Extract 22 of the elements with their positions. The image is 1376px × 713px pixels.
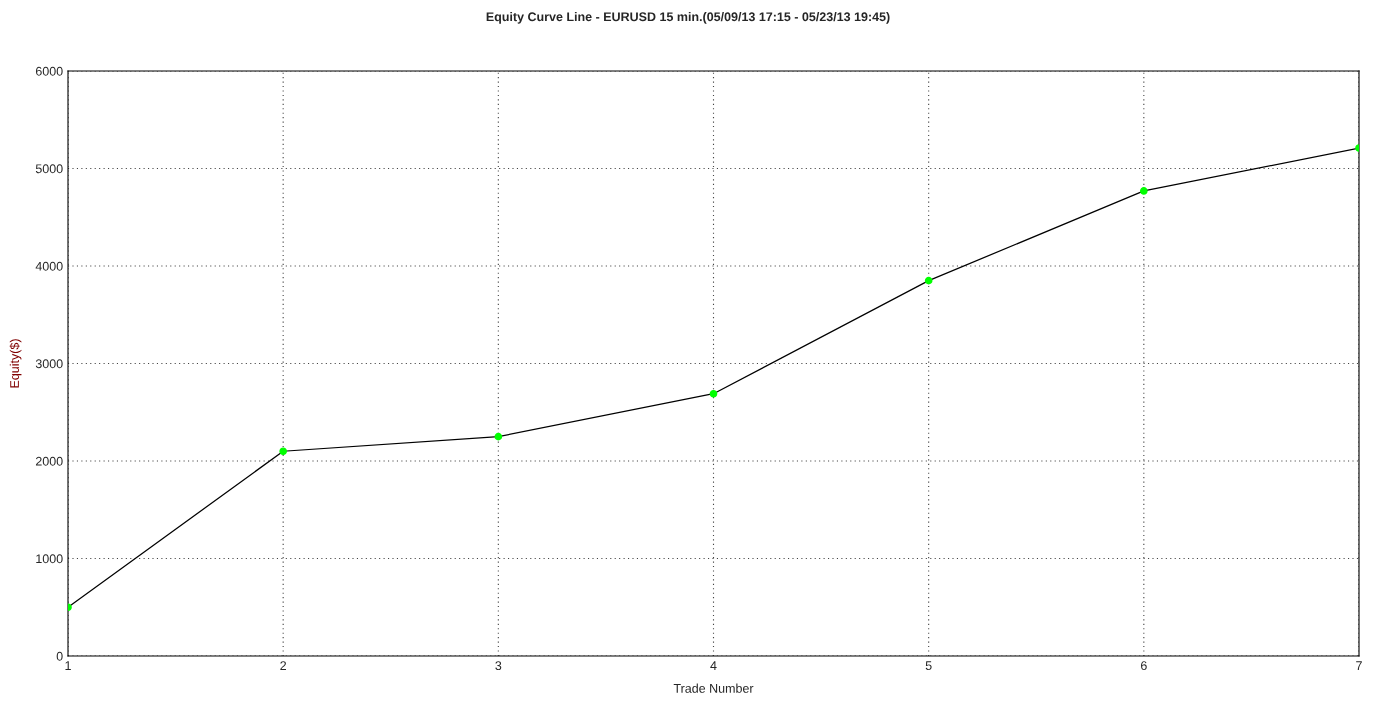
y-tick-label: 5000 (35, 164, 63, 174)
y-tick-label: 3000 (35, 359, 63, 369)
point (279, 447, 287, 456)
x-tick-label: 3 (495, 661, 502, 671)
x-tick-label: 7 (1356, 661, 1362, 670)
point (494, 432, 503, 441)
x-tick-label: 5 (925, 661, 932, 671)
y-tick-label: 1000 (36, 554, 63, 564)
y-tick-label: 6000 (35, 66, 63, 76)
x-tick-label: 2 (280, 661, 287, 670)
point (924, 276, 933, 285)
point (1140, 187, 1148, 195)
y-axis-title: Equity($) (9, 339, 22, 388)
point (709, 389, 718, 398)
y-tick-label: 4000 (35, 261, 63, 271)
y-tick-label: 0 (56, 651, 63, 661)
x-tick-label: 6 (1140, 661, 1147, 671)
y-tick-label: 2000 (35, 456, 63, 466)
x-tick-label: 4 (710, 661, 717, 670)
x-axis-title: Trade Number (673, 683, 754, 693)
x-tick-label: 1 (65, 661, 71, 670)
chart-title: Equity Curve Line - EURUSD 15 min.(05/09/13 17:15 - 05/23/13 19:45) (486, 12, 890, 24)
